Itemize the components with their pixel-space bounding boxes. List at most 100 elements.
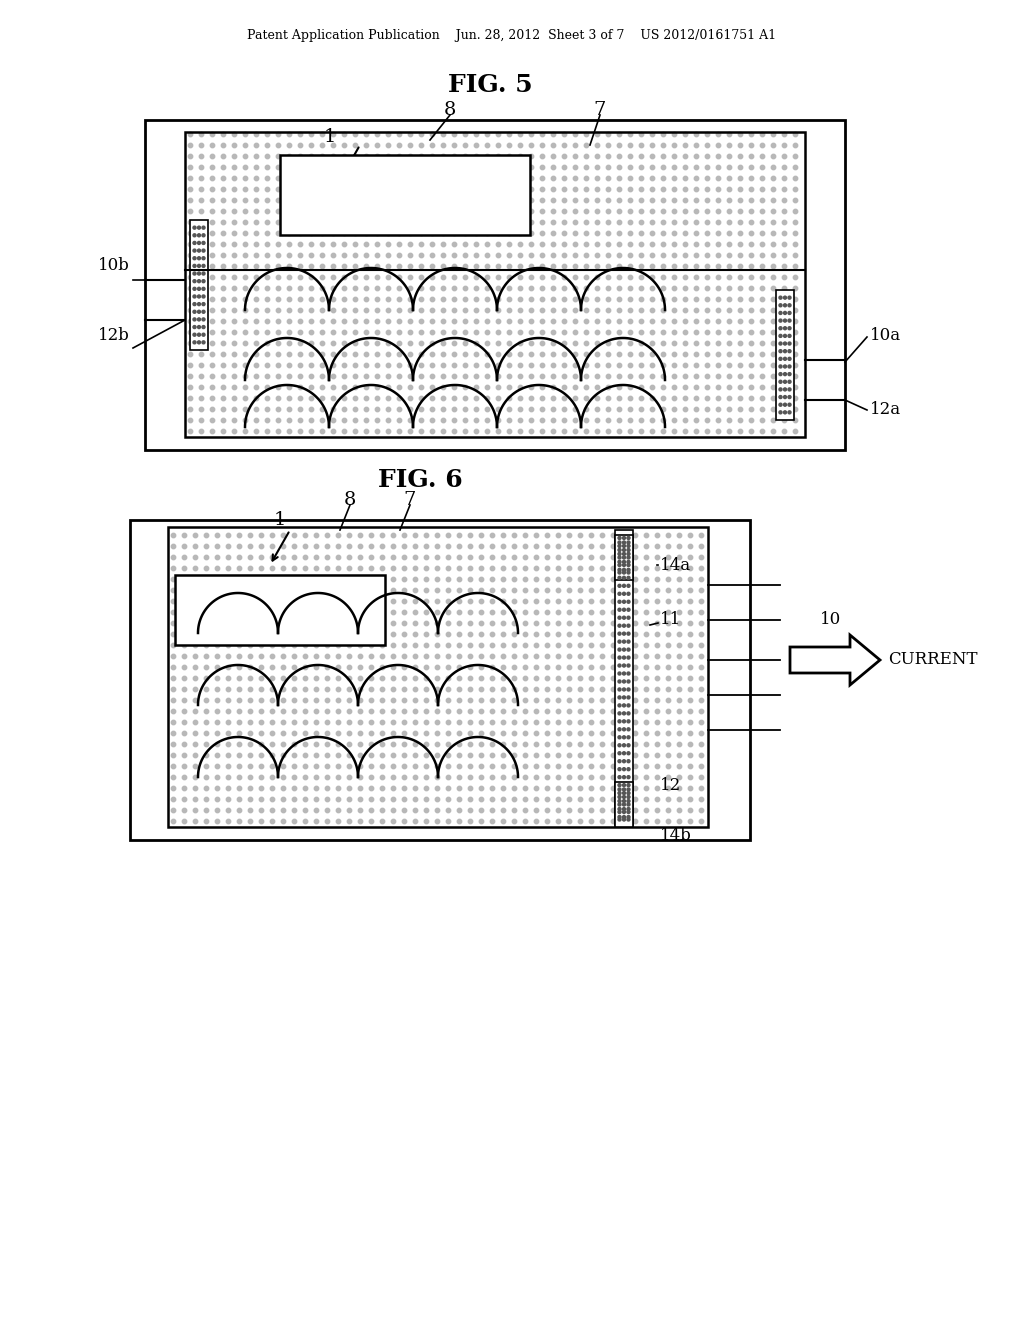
- Circle shape: [276, 154, 281, 158]
- Circle shape: [376, 429, 380, 434]
- Circle shape: [677, 688, 682, 692]
- Circle shape: [667, 764, 671, 768]
- Circle shape: [244, 231, 248, 236]
- Circle shape: [358, 808, 362, 813]
- Circle shape: [518, 363, 522, 368]
- Circle shape: [551, 375, 556, 379]
- Circle shape: [430, 243, 435, 247]
- Circle shape: [611, 787, 615, 791]
- Circle shape: [639, 210, 644, 214]
- Circle shape: [644, 622, 648, 626]
- Circle shape: [706, 165, 710, 170]
- Circle shape: [688, 676, 692, 681]
- Circle shape: [282, 808, 286, 813]
- Circle shape: [706, 396, 710, 401]
- Circle shape: [479, 533, 483, 537]
- Circle shape: [497, 231, 501, 236]
- Circle shape: [226, 544, 230, 549]
- Circle shape: [683, 276, 688, 280]
- Circle shape: [644, 764, 648, 768]
- Circle shape: [623, 632, 627, 636]
- Circle shape: [171, 709, 176, 714]
- Circle shape: [370, 721, 374, 725]
- Circle shape: [667, 808, 671, 813]
- Circle shape: [794, 165, 798, 170]
- Circle shape: [292, 577, 297, 582]
- Circle shape: [205, 589, 209, 593]
- Circle shape: [617, 253, 622, 257]
- Circle shape: [600, 709, 605, 714]
- Circle shape: [430, 231, 435, 236]
- Circle shape: [497, 396, 501, 401]
- Circle shape: [529, 253, 534, 257]
- Circle shape: [662, 418, 666, 422]
- Circle shape: [380, 721, 385, 725]
- Circle shape: [623, 664, 626, 667]
- Circle shape: [667, 577, 671, 582]
- Circle shape: [546, 589, 550, 593]
- Circle shape: [347, 610, 351, 615]
- Circle shape: [468, 688, 473, 692]
- Circle shape: [215, 566, 220, 570]
- Circle shape: [248, 655, 253, 659]
- Circle shape: [365, 276, 369, 280]
- Circle shape: [288, 144, 292, 148]
- Circle shape: [292, 797, 297, 801]
- Circle shape: [512, 808, 517, 813]
- Circle shape: [760, 144, 765, 148]
- Circle shape: [667, 820, 671, 824]
- Circle shape: [760, 297, 765, 302]
- Circle shape: [617, 177, 622, 181]
- Circle shape: [221, 276, 225, 280]
- Circle shape: [788, 372, 791, 376]
- Circle shape: [326, 655, 330, 659]
- Circle shape: [424, 599, 429, 603]
- Circle shape: [254, 375, 259, 379]
- Circle shape: [397, 297, 401, 302]
- Circle shape: [254, 396, 259, 401]
- Circle shape: [188, 198, 193, 203]
- Circle shape: [248, 698, 253, 702]
- Circle shape: [336, 665, 341, 669]
- Circle shape: [254, 165, 259, 170]
- Circle shape: [629, 231, 633, 236]
- Circle shape: [336, 676, 341, 681]
- Circle shape: [463, 220, 468, 224]
- Circle shape: [567, 698, 571, 702]
- Circle shape: [193, 333, 196, 337]
- Circle shape: [623, 760, 626, 763]
- Circle shape: [627, 768, 630, 771]
- Circle shape: [779, 327, 782, 330]
- Circle shape: [606, 375, 610, 379]
- Circle shape: [358, 665, 362, 669]
- Circle shape: [507, 253, 512, 257]
- Circle shape: [419, 319, 424, 323]
- Circle shape: [215, 544, 220, 549]
- Circle shape: [595, 396, 600, 401]
- Circle shape: [639, 165, 644, 170]
- Circle shape: [611, 665, 615, 669]
- Circle shape: [441, 286, 445, 290]
- Circle shape: [606, 243, 610, 247]
- Circle shape: [694, 220, 698, 224]
- Circle shape: [238, 676, 242, 681]
- Circle shape: [282, 698, 286, 702]
- Circle shape: [248, 731, 253, 735]
- Circle shape: [321, 396, 325, 401]
- Circle shape: [200, 309, 204, 313]
- Circle shape: [265, 396, 269, 401]
- Circle shape: [441, 429, 445, 434]
- Circle shape: [259, 709, 264, 714]
- Circle shape: [541, 231, 545, 236]
- Text: 14a: 14a: [660, 557, 691, 573]
- Circle shape: [627, 544, 630, 548]
- Circle shape: [655, 566, 659, 570]
- Circle shape: [485, 243, 489, 247]
- Circle shape: [600, 544, 605, 549]
- Circle shape: [490, 676, 495, 681]
- Circle shape: [265, 253, 269, 257]
- Circle shape: [244, 253, 248, 257]
- Circle shape: [232, 286, 237, 290]
- Circle shape: [215, 808, 220, 813]
- Circle shape: [497, 363, 501, 368]
